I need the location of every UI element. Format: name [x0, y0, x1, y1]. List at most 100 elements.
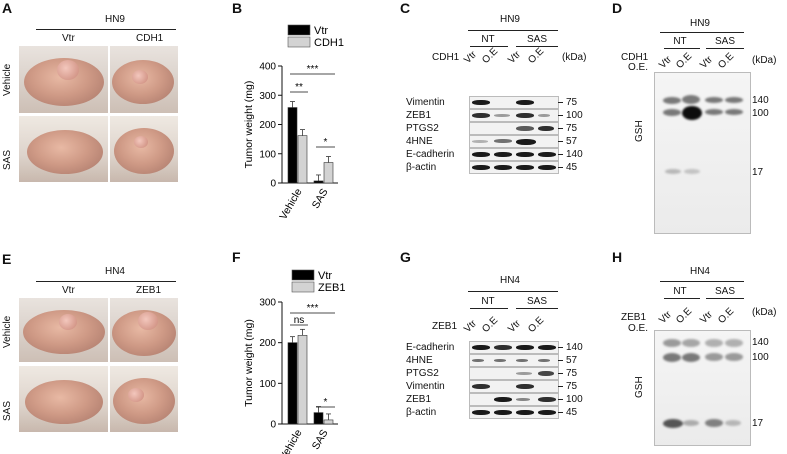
- blot-strip: [469, 406, 559, 419]
- lane-label: Vtr: [462, 318, 480, 335]
- column-label-vtr: Vtr: [62, 33, 75, 44]
- group-line: [706, 48, 744, 49]
- legend-label: ZEB1: [318, 282, 346, 294]
- lane-label: O.E: [716, 306, 737, 326]
- blot-band: [516, 359, 528, 362]
- lane-label: Vtr: [506, 49, 524, 66]
- header-line: [660, 281, 744, 282]
- header-line: [36, 281, 176, 282]
- mw-tick: [558, 154, 563, 155]
- group-line: [470, 308, 508, 309]
- significance-mark: ***: [307, 64, 319, 75]
- y-tick-label: 300: [259, 91, 276, 102]
- column-label-cdh1: CDH1: [136, 33, 164, 44]
- y-tick-label: 200: [259, 338, 276, 349]
- group-line: [470, 46, 508, 47]
- bar: [313, 180, 324, 184]
- y-tick-label: 0: [270, 420, 276, 431]
- lane-label: Vtr: [657, 54, 675, 71]
- legend-swatch: [287, 36, 311, 48]
- x-tick-label: SAS: [310, 187, 331, 211]
- blot-band: [516, 113, 534, 118]
- blot-band: [494, 152, 512, 157]
- mw-label: 140: [566, 342, 583, 353]
- oe-sublabel: O.E.: [628, 323, 649, 334]
- blot-band: [516, 398, 530, 401]
- cell-line-label: HN4: [499, 275, 520, 286]
- group-label-sas: SAS: [714, 36, 735, 47]
- blot-band: [494, 410, 512, 415]
- blot-band: [538, 410, 556, 415]
- mw-label: 75: [566, 368, 578, 379]
- panel-label-h: H: [612, 249, 623, 265]
- legend-swatch: [287, 24, 311, 36]
- blot-band: [494, 114, 510, 117]
- legend-swatch: [291, 281, 315, 293]
- lane-label: O.E: [480, 46, 501, 66]
- mw-tick: [558, 386, 563, 387]
- mw-label: 140: [566, 149, 583, 160]
- blot-row-label: E-cadherin: [406, 342, 455, 353]
- y-tick-label: 100: [259, 149, 276, 160]
- bar: [323, 419, 334, 425]
- mw-label: 100: [752, 352, 769, 363]
- lane-label: Vtr: [698, 54, 716, 71]
- significance-mark: *: [324, 397, 328, 408]
- mw-label: 140: [752, 95, 769, 106]
- y-tick-label: 200: [259, 120, 276, 131]
- group-line: [664, 298, 700, 299]
- mouse-photo: [19, 46, 108, 113]
- blot-strip: [469, 135, 559, 148]
- mouse-photo: [19, 116, 108, 182]
- mouse-photo: [19, 298, 108, 362]
- ylabel-gsh: GSH: [634, 120, 645, 142]
- blot-strip: [469, 122, 559, 135]
- blot-band: [516, 139, 536, 145]
- lane-label: Vtr: [657, 309, 675, 326]
- lane-label: O.E: [674, 51, 695, 71]
- blot-band: [538, 371, 554, 376]
- mw-label: 75: [566, 123, 578, 134]
- significance-mark: ***: [307, 303, 319, 314]
- blot-band: [472, 152, 490, 157]
- lane-label: O.E: [480, 315, 501, 335]
- blot-band: [516, 126, 534, 131]
- bar: [287, 107, 298, 184]
- bar: [297, 335, 308, 425]
- cell-line-label: HN9: [689, 18, 710, 29]
- blot-strip: [469, 367, 559, 380]
- blot-band: [472, 359, 484, 362]
- y-axis-label: Tumor weight (mg): [243, 319, 255, 407]
- mw-tick: [558, 128, 563, 129]
- y-tick-label: 300: [259, 298, 276, 309]
- mw-tick: [558, 412, 563, 413]
- legend-label: Vtr: [318, 270, 332, 282]
- mw-tick: [558, 360, 563, 361]
- blot-strip: [469, 161, 559, 174]
- ylabel-gsh: GSH: [634, 376, 645, 398]
- blot-row-label: PTGS2: [406, 368, 439, 379]
- blot-strip: [469, 96, 559, 109]
- mw-tick: [558, 141, 563, 142]
- blot-strip: [469, 380, 559, 393]
- lane-label: O.E: [716, 51, 737, 71]
- header-line: [36, 29, 176, 30]
- mw-label: 75: [566, 97, 578, 108]
- blot-strip: [469, 354, 559, 367]
- blot-band: [538, 114, 550, 117]
- group-label-sas: SAS: [526, 34, 547, 45]
- mouse-photo: [110, 46, 178, 113]
- bar: [323, 162, 334, 184]
- blot-strip: [469, 341, 559, 354]
- blot-band: [472, 113, 490, 118]
- blot-band: [538, 345, 556, 350]
- blot-band: [472, 165, 490, 170]
- y-axis-label: Tumor weight (mg): [243, 81, 255, 169]
- blot-band: [494, 165, 512, 170]
- row-label-vehicle: Vehicle: [2, 315, 13, 348]
- cell-line-label: HN9: [499, 14, 520, 25]
- blot-strip: [469, 109, 559, 122]
- lane-label: Vtr: [462, 49, 480, 66]
- mw-tick: [558, 102, 563, 103]
